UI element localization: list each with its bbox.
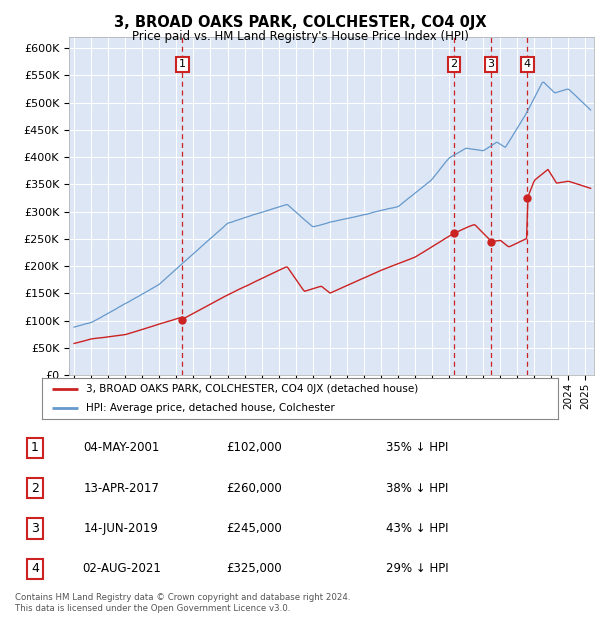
Text: 2: 2 (451, 60, 457, 69)
Text: 29% ↓ HPI: 29% ↓ HPI (386, 562, 449, 575)
Text: £260,000: £260,000 (226, 482, 282, 495)
Text: 04-MAY-2001: 04-MAY-2001 (83, 441, 160, 454)
Text: 1: 1 (179, 60, 186, 69)
Text: 35% ↓ HPI: 35% ↓ HPI (386, 441, 449, 454)
Text: 3, BROAD OAKS PARK, COLCHESTER, CO4 0JX: 3, BROAD OAKS PARK, COLCHESTER, CO4 0JX (113, 16, 487, 30)
Text: 4: 4 (524, 60, 531, 69)
Text: 4: 4 (31, 562, 39, 575)
Text: 3: 3 (487, 60, 494, 69)
Text: Contains HM Land Registry data © Crown copyright and database right 2024.
This d: Contains HM Land Registry data © Crown c… (15, 593, 350, 613)
Text: 3, BROAD OAKS PARK, COLCHESTER, CO4 0JX (detached house): 3, BROAD OAKS PARK, COLCHESTER, CO4 0JX … (86, 384, 418, 394)
Text: Price paid vs. HM Land Registry's House Price Index (HPI): Price paid vs. HM Land Registry's House … (131, 30, 469, 43)
Text: 1: 1 (31, 441, 39, 454)
Text: 02-AUG-2021: 02-AUG-2021 (82, 562, 161, 575)
Text: 38% ↓ HPI: 38% ↓ HPI (386, 482, 449, 495)
Text: 43% ↓ HPI: 43% ↓ HPI (386, 522, 449, 535)
Text: £325,000: £325,000 (226, 562, 282, 575)
Text: HPI: Average price, detached house, Colchester: HPI: Average price, detached house, Colc… (86, 402, 335, 413)
Text: 13-APR-2017: 13-APR-2017 (83, 482, 160, 495)
Text: 14-JUN-2019: 14-JUN-2019 (84, 522, 159, 535)
Text: 3: 3 (31, 522, 39, 535)
Text: £245,000: £245,000 (226, 522, 282, 535)
Text: £102,000: £102,000 (226, 441, 282, 454)
Text: 2: 2 (31, 482, 39, 495)
